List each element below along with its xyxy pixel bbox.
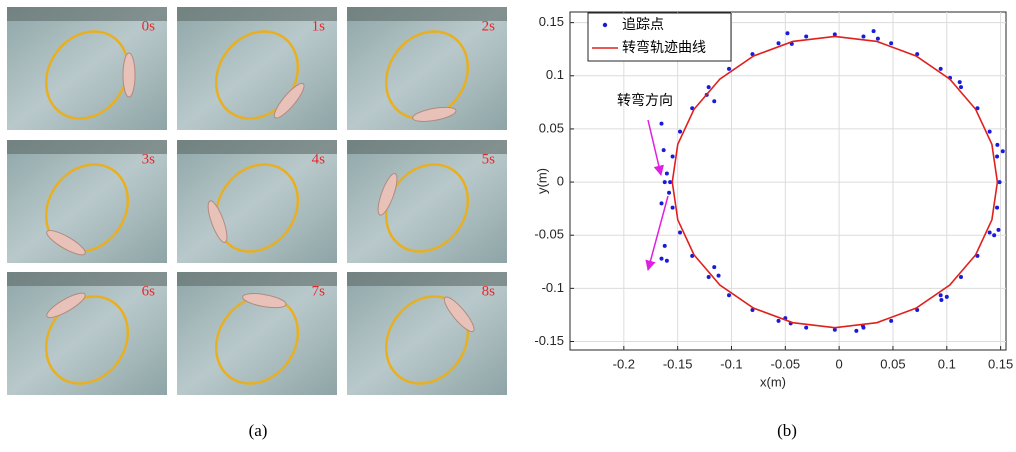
photo-frame: 2s (347, 7, 507, 134)
tracking-point (671, 206, 675, 210)
tracking-point (872, 29, 876, 33)
x-tick-label: 0.1 (938, 356, 956, 371)
frame-label: 8s (482, 283, 496, 299)
tracking-point (959, 275, 963, 279)
photo-frame: 5s (347, 140, 507, 267)
tracking-point (939, 293, 943, 297)
frame-label: 1s (312, 18, 326, 34)
tracking-point (889, 41, 893, 45)
y-tick-label: 0.05 (539, 120, 564, 135)
caption: (a) (249, 421, 268, 440)
caption: (b) (777, 421, 797, 440)
frame-label: 4s (312, 151, 326, 167)
tracking-point (665, 259, 669, 263)
x-tick-label: 0 (836, 356, 843, 371)
tracking-point (727, 67, 731, 71)
tracking-point (727, 293, 731, 297)
tracking-point (678, 231, 682, 235)
tracking-point (945, 295, 949, 299)
tracking-point (988, 231, 992, 235)
tracking-point (663, 180, 667, 184)
frame-label: 3s (142, 151, 156, 167)
tracking-point (854, 329, 858, 333)
tracking-point (1001, 149, 1005, 153)
tracking-point (995, 206, 999, 210)
frame-label: 5s (482, 151, 496, 167)
photo-frame: 4s (177, 140, 337, 267)
tracking-point (889, 319, 893, 323)
photo-frame: 0s (7, 7, 167, 134)
tracking-point (988, 130, 992, 134)
tracking-point (678, 130, 682, 134)
tracking-point (777, 319, 781, 323)
tracking-point (662, 148, 666, 152)
tracking-point (707, 85, 711, 89)
tracking-point (939, 298, 943, 302)
tracking-point (671, 154, 675, 158)
legend-label: 转弯轨迹曲线 (622, 39, 706, 56)
photo-frame: 7s (177, 272, 337, 399)
frame-label: 2s (482, 18, 496, 34)
x-tick-label: -0.15 (663, 356, 693, 371)
figure: 0s 1s 2s 3s 4s 5s 6s 7s 8s (a) (b) -0.2 -0.15 -0.1… (0, 0, 1016, 447)
tracking-point (667, 191, 671, 195)
x-tick-label: 0.05 (880, 356, 905, 371)
y-tick-label: 0.1 (546, 67, 564, 82)
tracking-point (992, 233, 996, 237)
legend-swatch (603, 23, 607, 27)
tracking-point (707, 275, 711, 279)
x-tick-label: -0.1 (720, 356, 742, 371)
photo-frame: 6s (7, 272, 167, 399)
y-tick-label: -0.1 (542, 280, 564, 295)
y-tick-label: -0.15 (534, 333, 564, 348)
photo-frame: 1s (177, 7, 337, 134)
tracking-point (777, 41, 781, 45)
y-tick-label: -0.05 (534, 227, 564, 242)
y-axis-label: y(m) (534, 168, 549, 194)
tracking-point (861, 35, 865, 39)
y-tick-label: 0 (557, 174, 564, 189)
legend-label: 追踪点 (622, 17, 664, 33)
photo-frame: 3s (7, 140, 167, 267)
tracking-point (939, 67, 943, 71)
tracking-point (996, 228, 1000, 232)
robot-fish (123, 53, 135, 97)
tracking-point (959, 85, 963, 89)
frame-label: 7s (312, 283, 326, 299)
tracking-point (998, 180, 1002, 184)
tracking-point (958, 80, 962, 84)
tracking-point (995, 143, 999, 147)
tracking-point (712, 99, 716, 103)
tracking-point (660, 201, 664, 205)
frame-label: 0s (142, 18, 156, 34)
x-tick-label: 0.15 (988, 356, 1013, 371)
tracking-point (785, 31, 789, 35)
tracking-point (804, 35, 808, 39)
tracking-point (665, 172, 669, 176)
tracking-point (660, 257, 664, 261)
tracking-point (660, 122, 664, 126)
y-tick-label: 0.15 (539, 14, 564, 29)
tracking-point (712, 265, 716, 269)
tracking-point (995, 154, 999, 158)
chart: -0.2 -0.15 -0.1 -0.05 0 0.05 0.1 0.15 -0.15 -0.1 -… (534, 12, 1013, 389)
tracking-point (804, 326, 808, 330)
tracking-point (717, 274, 721, 278)
frame-label: 6s (142, 283, 156, 299)
x-axis-label: x(m) (760, 374, 786, 389)
annotation: 转弯方向 (617, 92, 673, 109)
photo-grid: 0s 1s 2s 3s 4s 5s 6s 7s 8s (7, 7, 507, 399)
photo-frame: 8s (347, 272, 507, 399)
tracking-point (663, 244, 667, 248)
x-tick-label: -0.2 (613, 356, 635, 371)
tracking-point (876, 37, 880, 41)
x-tick-label: -0.05 (770, 356, 800, 371)
